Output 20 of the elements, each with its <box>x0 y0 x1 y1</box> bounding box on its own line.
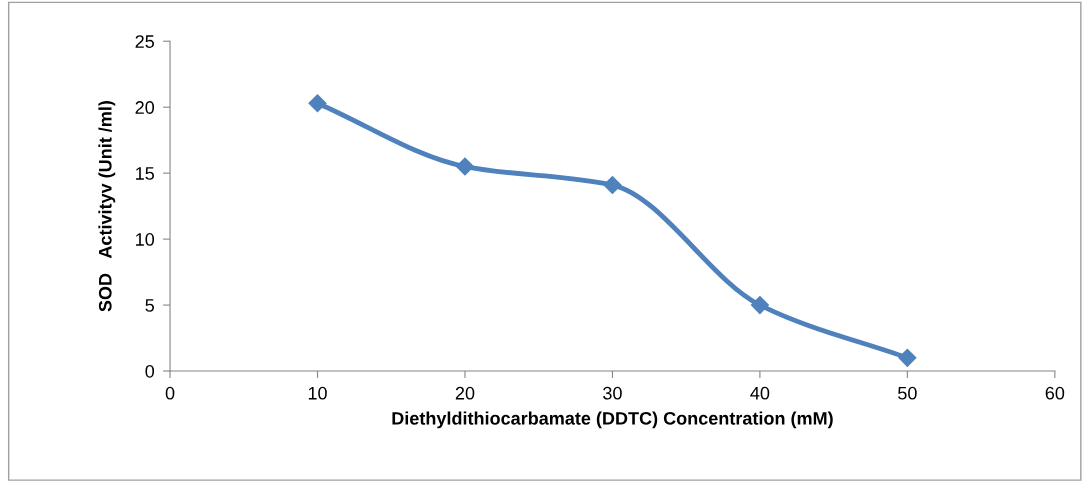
x-tick-label: 40 <box>750 386 770 400</box>
y-tick-label: 15 <box>136 167 154 180</box>
x-axis-title: Diethyldithiocarbamate (DDTC) Concentration (mM) <box>392 411 833 429</box>
y-tick-label: 20 <box>135 101 155 114</box>
point <box>308 93 327 113</box>
y-tick-label: 25 <box>135 35 154 48</box>
x-tick-label: 0 <box>165 386 175 400</box>
y-tick-label: 5 <box>145 299 154 312</box>
point <box>750 295 770 315</box>
x-tick-label: 20 <box>455 386 475 400</box>
x-tick-label: 10 <box>308 386 327 400</box>
x-tick-label: 60 <box>1045 386 1065 400</box>
point <box>455 157 475 176</box>
y-axis-title: SOD Activityv (Unit /ml) <box>98 101 116 312</box>
x-tick-label: 30 <box>603 386 622 400</box>
x-tick-label: 50 <box>898 386 917 400</box>
point <box>898 348 917 368</box>
y-tick-label: 10 <box>136 233 155 246</box>
point <box>603 175 622 195</box>
y-tick-label: 0 <box>145 364 155 378</box>
